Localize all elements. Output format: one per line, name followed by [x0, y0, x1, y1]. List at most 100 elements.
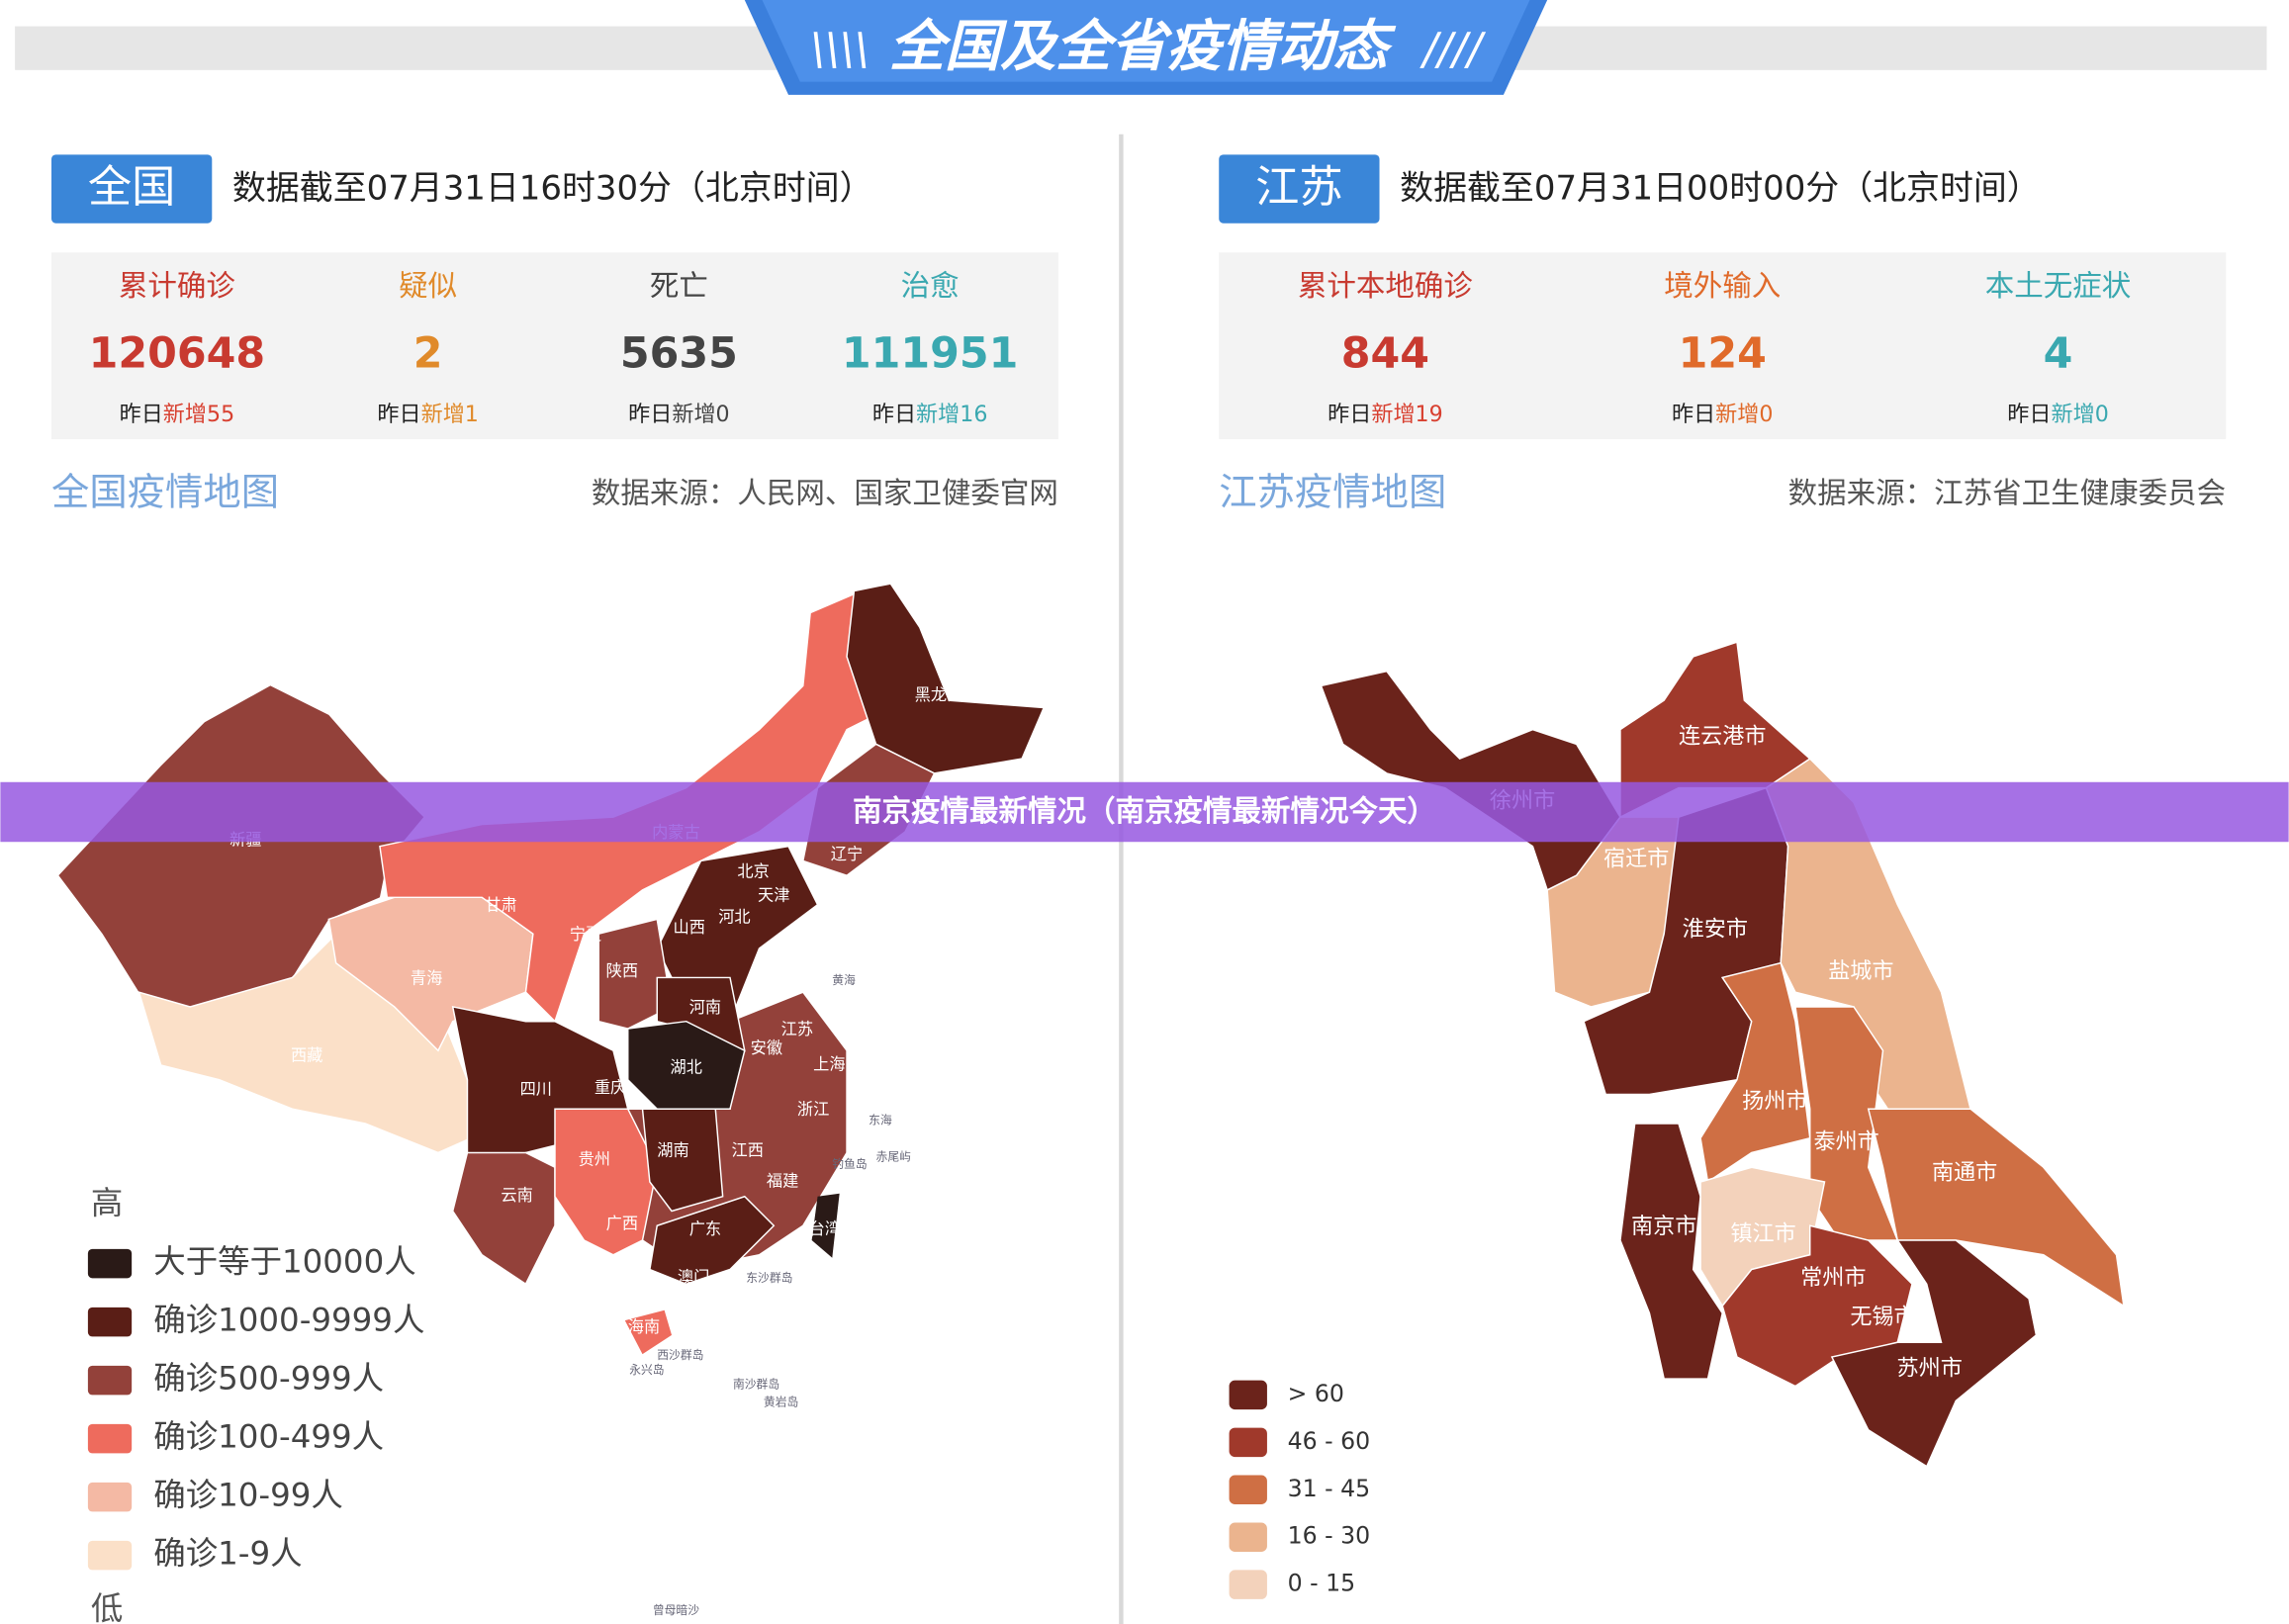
legend-swatch — [1229, 1475, 1267, 1505]
map-label: 湖北 — [671, 1057, 702, 1076]
legend-label: 确诊500-999人 — [153, 1360, 384, 1398]
map-label: 南沙群岛 — [733, 1378, 779, 1392]
stat-change: 昨日新增55 — [120, 401, 235, 426]
map-label: 贵州 — [579, 1149, 610, 1168]
legend-swatch — [87, 1423, 133, 1454]
map-label: 淮安市 — [1683, 916, 1748, 942]
map-label: 上海 — [813, 1054, 845, 1073]
map-label: 镇江市 — [1730, 1221, 1795, 1247]
map-label: 北京 — [737, 862, 769, 881]
timestamp: 数据截至07月31日16时30分（北京时间） — [232, 169, 873, 208]
legend-label: 0 - 15 — [1288, 1570, 1356, 1597]
stat-prefix: 昨日 — [2007, 401, 2051, 426]
legend-label: 大于等于10000人 — [153, 1243, 415, 1281]
map-label: 苏州市 — [1897, 1355, 1963, 1381]
region — [1867, 1108, 2125, 1308]
map-label: 盐城市 — [1828, 958, 1893, 984]
legend-label: 46 - 60 — [1288, 1427, 1371, 1455]
map-label: 陕西 — [606, 961, 638, 980]
region — [649, 1195, 776, 1286]
stat-value: 5635 — [620, 328, 738, 378]
map-label: 南京市 — [1631, 1214, 1696, 1239]
stat-change: 昨日新增0 — [1672, 401, 1774, 426]
legend-label: 确诊1-9人 — [153, 1535, 302, 1573]
map-label: 曾母暗沙 — [653, 1603, 699, 1617]
map-label: 宿迁市 — [1603, 846, 1669, 871]
stat-value: 120648 — [89, 328, 266, 378]
map-label: 海南 — [628, 1317, 660, 1336]
legend-swatch — [87, 1248, 133, 1279]
region-tag-text: 全国 — [88, 162, 176, 213]
stat-label: 治愈 — [901, 269, 960, 303]
stat-value: 2 — [413, 328, 443, 378]
map-label: 泰州市 — [1813, 1129, 1878, 1155]
header-badge-inner — [762, 0, 1530, 82]
stat-change-value: 新增55 — [163, 401, 234, 426]
map-label: 永兴岛 — [629, 1363, 664, 1377]
map-label: 福建 — [767, 1171, 798, 1190]
stat-change-value: 新增0 — [2051, 401, 2108, 426]
map-label: 甘肃 — [485, 896, 516, 915]
stat-label: 本土无症状 — [1985, 269, 2132, 303]
map-label: 黄岩岛 — [764, 1395, 798, 1408]
region — [641, 1108, 724, 1213]
map-label: 黄海 — [832, 973, 856, 987]
map-label: 重庆 — [595, 1078, 626, 1097]
stat-value: 124 — [1679, 328, 1767, 378]
region — [846, 583, 1046, 774]
map-label: 广西 — [606, 1214, 638, 1232]
legend-swatch — [1229, 1570, 1267, 1599]
stat-label: 累计本地确诊 — [1298, 269, 1473, 303]
map-label: 黑龙江 — [915, 685, 963, 704]
legend-label: 确诊1000-9999人 — [153, 1302, 424, 1339]
map-title: 全国疫情地图 — [51, 471, 279, 515]
region — [1619, 1123, 1724, 1380]
region-tag — [1219, 154, 1380, 224]
stat-prefix: 昨日 — [377, 401, 420, 426]
map-label: 东沙群岛 — [746, 1271, 792, 1285]
legend-swatch — [87, 1365, 133, 1396]
map-label: 东海 — [869, 1114, 892, 1128]
map-title: 江苏疫情地图 — [1219, 471, 1446, 515]
stat-change: 昨日新增19 — [1328, 401, 1443, 426]
legend-swatch — [87, 1482, 133, 1512]
map-label: 澳门 — [678, 1268, 709, 1287]
map-label: 南通市 — [1932, 1160, 1997, 1186]
stat-prefix: 昨日 — [628, 401, 672, 426]
legend-label: 确诊10-99人 — [153, 1477, 343, 1514]
legend-label: 确诊100-499人 — [153, 1418, 384, 1456]
map-label: 青海 — [411, 968, 442, 987]
map-label: 赤尾屿 — [876, 1149, 912, 1163]
stat-label: 疑似 — [399, 269, 457, 303]
map-label: 西沙群岛 — [657, 1348, 703, 1362]
stat-prefix: 昨日 — [1672, 401, 1715, 426]
map-label: 常州市 — [1800, 1265, 1866, 1291]
stat-prefix: 昨日 — [120, 401, 163, 426]
map-label: 浙江 — [797, 1100, 829, 1119]
region — [811, 1193, 840, 1258]
map-label: 山西 — [673, 918, 704, 937]
region — [1830, 1239, 2038, 1468]
region — [1320, 670, 1621, 891]
region — [1699, 961, 1811, 1184]
map-label: 江西 — [732, 1141, 764, 1160]
map-label: 广东 — [689, 1219, 721, 1238]
stats-box — [51, 252, 1058, 440]
map-label: 山东 — [774, 947, 805, 965]
stat-change: 昨日新增0 — [628, 401, 730, 426]
stat-label: 死亡 — [650, 269, 708, 303]
legend-swatch — [1229, 1522, 1267, 1552]
legend-high: 高 — [91, 1185, 123, 1222]
map-label: 钓鱼岛 — [832, 1157, 867, 1171]
stat-value: 844 — [1341, 328, 1429, 378]
stat-label: 累计确诊 — [119, 269, 235, 303]
timestamp: 数据截至07月31日00时00分（北京时间） — [1400, 169, 2041, 208]
region — [597, 918, 673, 1030]
map-label: 辽宁 — [831, 845, 863, 863]
map-label: 台湾 — [809, 1219, 841, 1238]
region — [627, 1020, 746, 1110]
region-tag — [51, 154, 213, 224]
jiangsu-map — [1320, 641, 2125, 1468]
region — [58, 685, 424, 1007]
